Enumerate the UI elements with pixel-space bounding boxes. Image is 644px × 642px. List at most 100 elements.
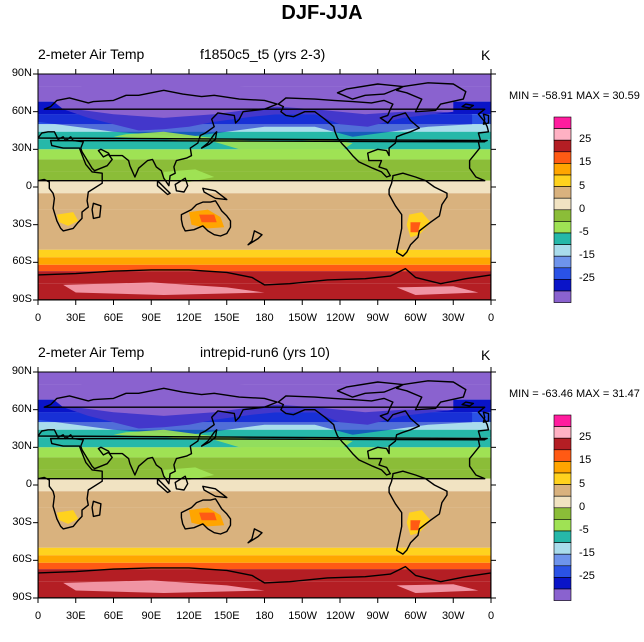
colorbar-swatch xyxy=(553,414,572,427)
colorbar-swatch xyxy=(553,519,572,532)
temperature-band xyxy=(38,422,491,430)
colorbar-swatch xyxy=(553,221,572,234)
temperature-band xyxy=(38,562,491,570)
temperature-map xyxy=(33,367,572,603)
temperature-band xyxy=(38,264,491,272)
coastline xyxy=(482,411,490,423)
coastlines xyxy=(38,380,491,598)
coastline xyxy=(91,500,102,518)
coastline xyxy=(277,97,420,178)
x-tick-label: 60E xyxy=(103,312,124,324)
temperature-band xyxy=(38,124,491,132)
x-tick-label: 90E xyxy=(141,312,162,324)
x-tick-label: 0 xyxy=(487,312,495,324)
coastline xyxy=(200,429,218,447)
temperature-band xyxy=(38,429,491,438)
y-tick-label: 0 xyxy=(25,180,32,192)
y-tick-label: 90N xyxy=(11,365,32,377)
temperature-band xyxy=(38,547,491,556)
temperature-band xyxy=(38,569,491,582)
colorbar-label: -5 xyxy=(579,226,589,238)
temperature-band xyxy=(38,478,491,492)
temperature-band xyxy=(38,555,491,563)
x-tick-label: 150W xyxy=(288,610,317,622)
coastline xyxy=(174,177,189,193)
x-tick-label: 180 xyxy=(255,312,274,324)
y-tick-label: 60N xyxy=(11,104,32,117)
colorbar-swatch xyxy=(553,279,572,292)
y-tick-label: 60S xyxy=(12,255,32,268)
warm-region xyxy=(410,520,421,531)
plot-panel-2: 2-meter Air Temp intrepid-run6 (yrs 10) … xyxy=(0,342,644,642)
y-tick-label: 30N xyxy=(11,440,32,453)
temperature-band xyxy=(38,257,491,265)
coastline xyxy=(202,485,228,499)
y-tick-label: 90N xyxy=(11,67,32,79)
coastline xyxy=(461,401,475,407)
coastline xyxy=(482,113,490,125)
colorbar-label: -25 xyxy=(579,570,595,583)
coastline xyxy=(395,380,467,411)
warm-region xyxy=(56,510,79,524)
x-tick-label: 180 xyxy=(255,610,274,622)
temperature-band xyxy=(38,271,491,284)
temperature-band xyxy=(38,457,491,470)
y-tick-label: 90S xyxy=(12,591,32,603)
coastline xyxy=(174,475,189,491)
figure-title: DJF-JJA xyxy=(281,2,363,24)
x-tick-label: 0 xyxy=(487,610,495,622)
variable-label: 2-meter Air Temp xyxy=(38,344,145,360)
colorbar-label: 15 xyxy=(579,156,592,169)
colorbar-swatch xyxy=(553,472,572,485)
plot-panel-1: 2-meter Air Temp f1850c5_t5 (yrs 2-3) K … xyxy=(0,44,644,344)
colorbar-swatch xyxy=(553,565,572,578)
colorbar-swatch xyxy=(553,174,572,187)
coastline xyxy=(336,381,404,398)
x-tick-label: 90E xyxy=(141,610,162,622)
map-fill xyxy=(38,74,491,300)
colorbar xyxy=(553,116,572,303)
temperature-band xyxy=(38,249,491,258)
coastline xyxy=(38,565,491,598)
colorbar-label: -25 xyxy=(579,272,595,285)
x-tick-label: 0 xyxy=(34,312,42,324)
temperature-map xyxy=(33,69,572,305)
colorbar-label: 0 xyxy=(579,500,586,513)
min-max-label: MIN = -58.91 MAX = 30.59 xyxy=(509,90,640,102)
colorbar-swatch xyxy=(553,255,572,269)
y-tick-label: 0 xyxy=(25,478,32,490)
warm-region xyxy=(396,286,479,295)
colorbar-swatch xyxy=(553,553,572,567)
cold-region xyxy=(38,106,473,137)
colorbar-swatch xyxy=(553,197,572,211)
y-tick-label: 60S xyxy=(12,553,32,566)
colorbar-swatch xyxy=(553,267,572,280)
coastline xyxy=(38,89,490,187)
colorbar-swatch xyxy=(553,437,572,451)
map-fill xyxy=(38,372,491,598)
colorbar-swatch xyxy=(553,116,572,129)
x-tick-label: 90W xyxy=(366,610,390,622)
coastline xyxy=(461,103,475,109)
x-tick-label: 30W xyxy=(441,610,465,622)
x-tick-label: 30W xyxy=(441,312,465,324)
warm-region xyxy=(410,222,421,233)
units-label: K xyxy=(481,347,491,363)
colorbar-label: 5 xyxy=(579,477,586,490)
x-tick-label: 60W xyxy=(404,312,427,324)
colorbar-swatch xyxy=(553,426,572,439)
x-tick-label: 150E xyxy=(213,610,240,622)
coastline xyxy=(38,437,486,530)
cold-region xyxy=(38,404,473,435)
warm-region xyxy=(163,169,215,182)
x-tick-label: 120W xyxy=(326,610,355,622)
colorbar-label: 0 xyxy=(579,202,586,215)
colorbar-swatch xyxy=(553,507,572,520)
temperature-band xyxy=(38,447,491,458)
colorbar-label: 15 xyxy=(579,454,592,467)
temperature-band xyxy=(38,180,491,194)
x-tick-label: 60W xyxy=(404,610,427,622)
colorbar-swatch xyxy=(553,484,572,497)
temperature-band xyxy=(38,149,491,160)
y-tick-label: 90S xyxy=(12,293,32,305)
